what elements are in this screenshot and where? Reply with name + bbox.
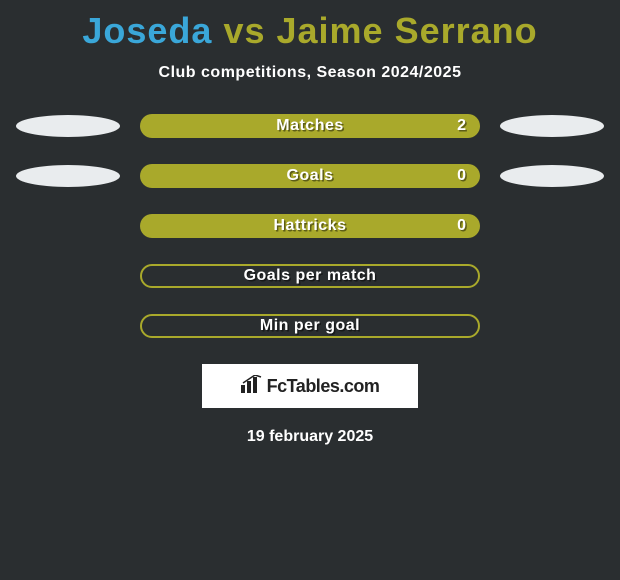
chart-icon (241, 375, 263, 398)
player2-name: Jaime Serrano (276, 10, 537, 51)
left-value-placeholder (16, 265, 120, 287)
stat-value: 0 (457, 167, 466, 185)
left-value-placeholder (16, 215, 120, 237)
stat-value: 2 (457, 117, 466, 135)
snapshot-date: 19 february 2025 (0, 428, 620, 446)
stat-bar: Matches2 (140, 114, 480, 138)
stat-label: Hattricks (140, 217, 480, 235)
right-value-placeholder (500, 215, 604, 237)
comparison-title: Joseda vs Jaime Serrano (0, 10, 620, 52)
stat-row: Matches2 (0, 114, 620, 138)
stat-label: Min per goal (142, 317, 478, 335)
right-value-placeholder (500, 315, 604, 337)
right-value-placeholder (500, 265, 604, 287)
stat-label: Matches (140, 117, 480, 135)
stat-row: Min per goal (0, 314, 620, 338)
stat-row: Goals0 (0, 164, 620, 188)
stat-bar: Min per goal (140, 314, 480, 338)
left-value-oval (16, 165, 120, 187)
stat-bar: Goals0 (140, 164, 480, 188)
stat-row: Hattricks0 (0, 214, 620, 238)
logo-text: FcTables.com (267, 376, 380, 397)
stat-label: Goals per match (142, 267, 478, 285)
stat-label: Goals (140, 167, 480, 185)
left-value-placeholder (16, 315, 120, 337)
left-value-oval (16, 115, 120, 137)
vs-text: vs (212, 10, 276, 51)
right-value-oval (500, 115, 604, 137)
stats-container: Matches2Goals0Hattricks0Goals per matchM… (0, 114, 620, 338)
stat-value: 0 (457, 217, 466, 235)
stat-row: Goals per match (0, 264, 620, 288)
player1-name: Joseda (82, 10, 212, 51)
right-value-oval (500, 165, 604, 187)
stat-bar: Goals per match (140, 264, 480, 288)
stat-bar: Hattricks0 (140, 214, 480, 238)
site-logo: FcTables.com (202, 364, 418, 408)
subtitle: Club competitions, Season 2024/2025 (0, 64, 620, 82)
